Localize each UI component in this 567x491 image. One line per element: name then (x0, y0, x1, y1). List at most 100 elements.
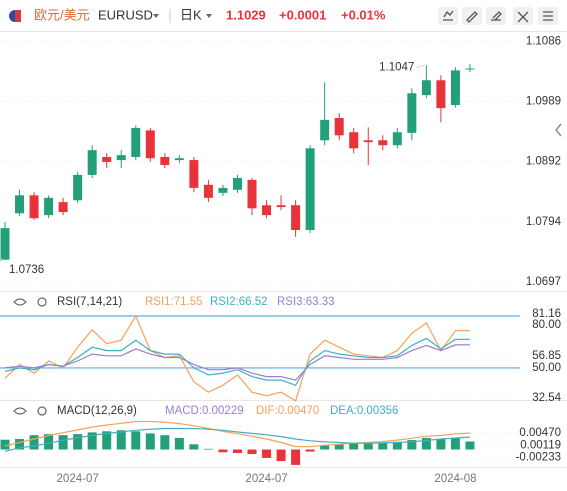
macd-bar (276, 449, 286, 462)
y-tick-label: 0.00119 (520, 439, 561, 451)
indicator-button[interactable] (438, 7, 458, 25)
compare-button[interactable] (486, 7, 506, 25)
eye-icon[interactable] (13, 298, 27, 306)
period[interactable]: 日K (180, 7, 202, 22)
candle-body (247, 179, 257, 209)
settings-icon (543, 11, 553, 21)
macd-bar (436, 439, 446, 450)
indicator-line (4, 344, 471, 381)
candle-body (44, 197, 54, 216)
macd-bar (73, 434, 83, 450)
macd-bar (218, 449, 228, 453)
macd-bar (320, 445, 330, 450)
candle-body (407, 93, 417, 133)
candle-body (29, 195, 39, 219)
macd-bar (334, 444, 344, 450)
legend-entry: RSI2:66.52 (210, 296, 268, 308)
macd-bar (160, 435, 170, 450)
macd-line (4, 420, 471, 448)
indicator-title: RSI(7,14,21) (57, 296, 122, 308)
y-tick-label: 1.0989 (526, 95, 561, 107)
toolbar-left: 欧元/美元 EURUSD 日K 1.1029 +0.0001 +0.01% (9, 7, 386, 23)
candle-body (218, 187, 228, 193)
macd-bar (407, 440, 417, 450)
y-tick-label: 81.16 (532, 308, 561, 320)
candle-body (160, 156, 170, 166)
candle-body (305, 148, 315, 230)
candle-body (102, 156, 112, 162)
compare-icon (491, 11, 502, 21)
legend-entry: DIF:0.00470 (256, 405, 319, 417)
fullscreen-icon (517, 11, 529, 23)
legend-entry: RSI1:71.55 (145, 296, 203, 308)
eye-icon[interactable] (13, 407, 27, 415)
macd-bar (174, 437, 184, 450)
y-tick-label: 1.1086 (526, 35, 561, 47)
candle-body (436, 80, 446, 109)
annotation-label: 1.0736 (9, 264, 44, 276)
macd-bar (44, 434, 54, 450)
candle-body (189, 160, 199, 188)
y-tick-label: 50.00 (532, 362, 561, 374)
pair-name[interactable]: 欧元/美元 (34, 7, 90, 22)
x-tick-label: 2024-07 (57, 473, 99, 485)
candle-body (232, 178, 242, 190)
indicator-title: MACD(12,26,9) (57, 405, 137, 417)
symbol[interactable]: EURUSD (98, 7, 153, 22)
candle-body (334, 118, 344, 136)
macd-bar (15, 439, 25, 450)
candle-body (58, 202, 68, 213)
indicator-icon (443, 10, 454, 21)
candle-body (131, 127, 141, 157)
candle-body (87, 150, 97, 175)
candle-body (349, 132, 359, 149)
draw-icon (466, 11, 478, 23)
scroll-arrow[interactable] (555, 123, 562, 137)
macd-bar (363, 443, 373, 450)
draw-button[interactable] (462, 7, 482, 25)
candle-body (116, 155, 126, 161)
macd-bar (392, 441, 402, 450)
candle-body (203, 184, 213, 198)
candle-body (291, 205, 301, 230)
macd-line (4, 427, 471, 452)
candle-body (0, 228, 10, 260)
y-tick-label: 80.00 (532, 319, 561, 331)
candle-body (174, 158, 184, 161)
macd-bar (116, 430, 126, 450)
macd-bar (29, 435, 39, 450)
y-tick-label: 0.00470 (519, 427, 561, 439)
macd-bar (131, 431, 141, 450)
indicator-line (4, 337, 471, 387)
candle-body (276, 205, 286, 208)
candle-body (392, 132, 402, 146)
x-tick-label: 2024-07 (245, 473, 287, 485)
fullscreen-button[interactable] (513, 7, 533, 25)
macd-bar (0, 439, 10, 450)
macd-bar (145, 433, 155, 450)
y-tick-label: 1.0794 (526, 216, 562, 228)
macd-bar (450, 437, 460, 450)
dropdown-arrow[interactable] (206, 14, 212, 18)
gear-icon[interactable] (37, 406, 47, 416)
gear-icon[interactable] (37, 297, 47, 307)
macd-bar (102, 431, 112, 450)
candle-body (15, 195, 25, 214)
legend-entry: MACD:0.00229 (165, 405, 244, 417)
macd-bar (87, 432, 97, 450)
dropdown-arrow[interactable] (153, 14, 159, 18)
macd-bar (378, 442, 388, 450)
candle-body (465, 68, 475, 70)
macd-bar (291, 449, 301, 465)
annotation-leader (416, 64, 425, 68)
legend-entry: DEA:0.00356 (330, 405, 398, 417)
candle-body (421, 80, 431, 96)
candle-body (262, 205, 272, 216)
indicator-line (4, 314, 471, 402)
macd-bar (232, 449, 242, 454)
macd-bar (349, 443, 359, 450)
macd-bar (189, 444, 199, 450)
candle-body (363, 140, 373, 143)
price-change-pct: +0.01% (341, 7, 386, 22)
